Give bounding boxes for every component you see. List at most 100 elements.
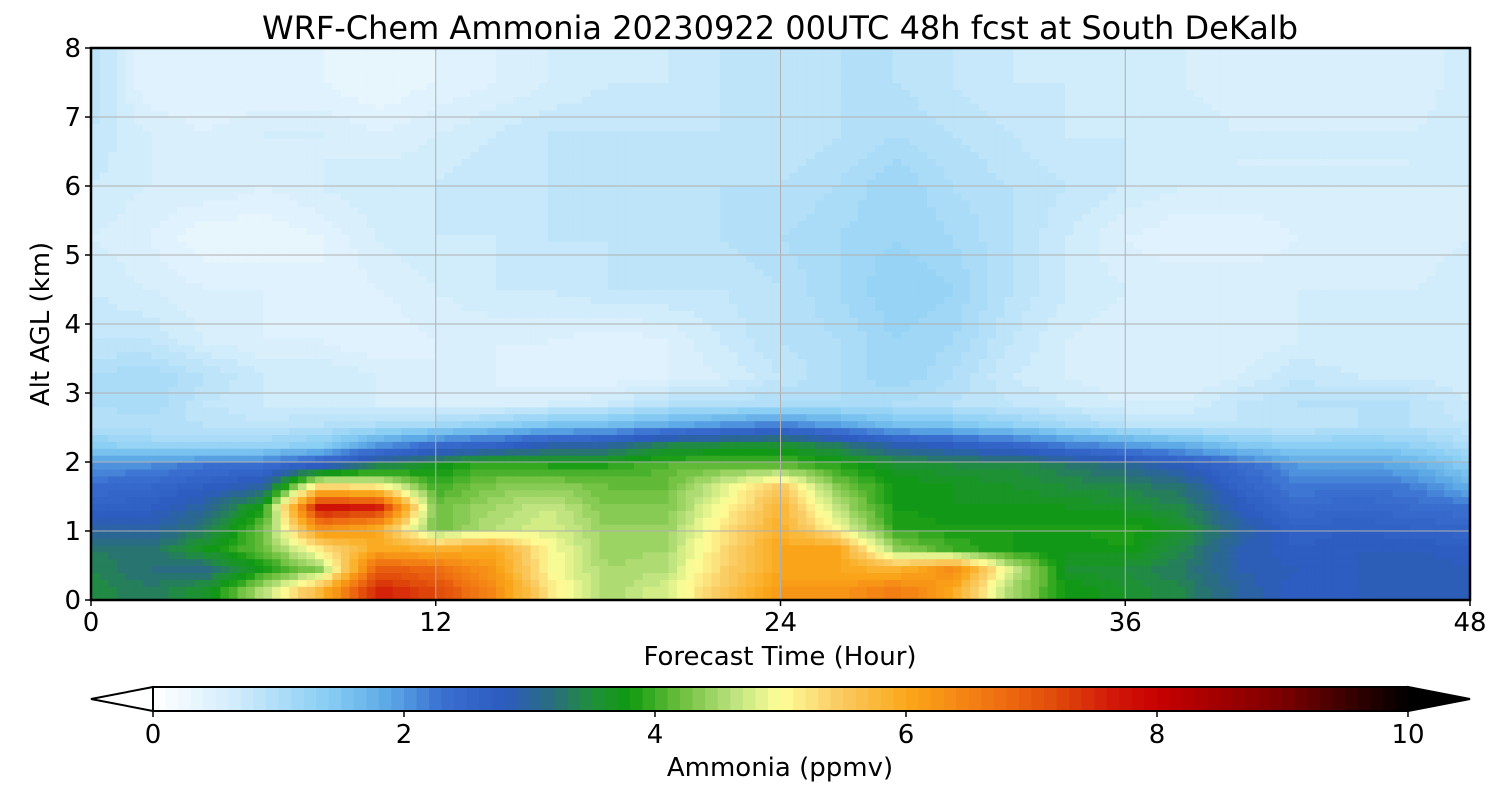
field-cell bbox=[1245, 544, 1256, 553]
field-cell bbox=[1013, 565, 1023, 573]
field-cell bbox=[1013, 386, 1023, 394]
field-cell bbox=[582, 420, 592, 429]
field-cell bbox=[1435, 517, 1445, 525]
field-cell bbox=[125, 448, 135, 456]
field-cell bbox=[582, 441, 592, 449]
field-cell bbox=[1116, 524, 1126, 532]
field-cell bbox=[1064, 544, 1075, 553]
field-cell bbox=[823, 462, 833, 470]
field-cell bbox=[263, 406, 273, 415]
field-cell bbox=[116, 379, 127, 387]
field-cell bbox=[659, 531, 670, 539]
field-cell bbox=[633, 420, 644, 429]
field-cell bbox=[1401, 406, 1411, 415]
field-cell bbox=[444, 544, 454, 553]
field-cell bbox=[1254, 586, 1264, 594]
field-cell bbox=[1099, 551, 1109, 560]
field-cell bbox=[1435, 448, 1445, 456]
field-cell bbox=[754, 593, 764, 600]
field-cell bbox=[228, 551, 239, 560]
field-cell bbox=[539, 593, 549, 600]
field-cell bbox=[832, 593, 842, 600]
field-cell bbox=[582, 510, 592, 518]
field-cell bbox=[392, 379, 402, 387]
field-cell bbox=[418, 593, 428, 600]
field-cell bbox=[677, 489, 687, 498]
field-cell bbox=[961, 586, 971, 594]
field-cell bbox=[1306, 496, 1316, 504]
field-cell bbox=[539, 420, 549, 429]
field-cell bbox=[461, 517, 471, 525]
field-cell bbox=[970, 496, 980, 504]
field-cell bbox=[1375, 475, 1385, 484]
field-cell bbox=[806, 572, 816, 580]
field-cell bbox=[875, 586, 885, 594]
field-cell bbox=[970, 482, 980, 491]
field-cell bbox=[159, 572, 170, 580]
field-cell bbox=[271, 503, 282, 511]
field-cell bbox=[1461, 586, 1470, 594]
field-cell bbox=[944, 393, 954, 401]
field-cell bbox=[1444, 482, 1454, 491]
field-cell bbox=[892, 413, 902, 422]
field-cell bbox=[763, 386, 773, 394]
field-cell bbox=[1375, 399, 1385, 408]
field-cell bbox=[1289, 517, 1299, 525]
field-cell bbox=[530, 455, 540, 463]
field-cell bbox=[720, 586, 730, 594]
field-cell bbox=[1426, 531, 1437, 539]
field-cell bbox=[1021, 455, 1032, 463]
field-cell bbox=[944, 475, 954, 484]
field-cell bbox=[1418, 537, 1428, 546]
field-cell bbox=[935, 448, 945, 456]
field-cell bbox=[746, 455, 756, 463]
field-cell bbox=[1176, 462, 1187, 470]
field-cell bbox=[1021, 406, 1032, 415]
field-cell bbox=[1082, 441, 1092, 449]
field-cell bbox=[763, 537, 773, 546]
field-cell bbox=[1004, 558, 1014, 567]
field-cell bbox=[590, 503, 601, 511]
field-cell bbox=[280, 579, 290, 587]
field-cell bbox=[590, 517, 601, 525]
field-cell bbox=[228, 579, 239, 587]
field-cell bbox=[203, 455, 213, 463]
field-cell bbox=[1332, 448, 1342, 456]
field-cell bbox=[970, 475, 980, 484]
field-cell bbox=[1090, 413, 1100, 422]
field-cell bbox=[901, 455, 911, 463]
field-cell bbox=[504, 420, 514, 429]
field-cell bbox=[1418, 503, 1428, 511]
field-cell bbox=[573, 420, 583, 429]
field-cell bbox=[263, 537, 273, 546]
field-cell bbox=[280, 434, 290, 442]
field-cell bbox=[737, 468, 747, 477]
field-cell bbox=[203, 524, 213, 532]
field-cell bbox=[556, 427, 566, 435]
field-cell bbox=[401, 427, 411, 435]
field-cell bbox=[159, 496, 170, 504]
field-cell bbox=[1237, 524, 1247, 532]
field-cell bbox=[1125, 551, 1135, 560]
field-cell bbox=[513, 517, 523, 525]
field-cell bbox=[478, 593, 489, 600]
field-cell bbox=[1297, 475, 1307, 484]
field-cell bbox=[935, 510, 945, 518]
field-cell bbox=[1254, 434, 1264, 442]
field-cell bbox=[995, 468, 1006, 477]
field-cell bbox=[599, 455, 609, 463]
field-cell bbox=[590, 441, 601, 449]
field-cell bbox=[478, 406, 489, 415]
field-cell bbox=[918, 558, 928, 567]
field-cell bbox=[297, 406, 308, 415]
field-cell bbox=[237, 551, 247, 560]
field-cell bbox=[1375, 406, 1385, 415]
field-cell bbox=[220, 503, 230, 511]
field-cell bbox=[1030, 551, 1040, 560]
field-cell bbox=[823, 517, 833, 525]
field-cell bbox=[177, 406, 187, 415]
field-cell bbox=[1401, 427, 1411, 435]
field-cell bbox=[1099, 386, 1109, 394]
field-cell bbox=[194, 413, 204, 422]
field-cell bbox=[254, 393, 264, 401]
